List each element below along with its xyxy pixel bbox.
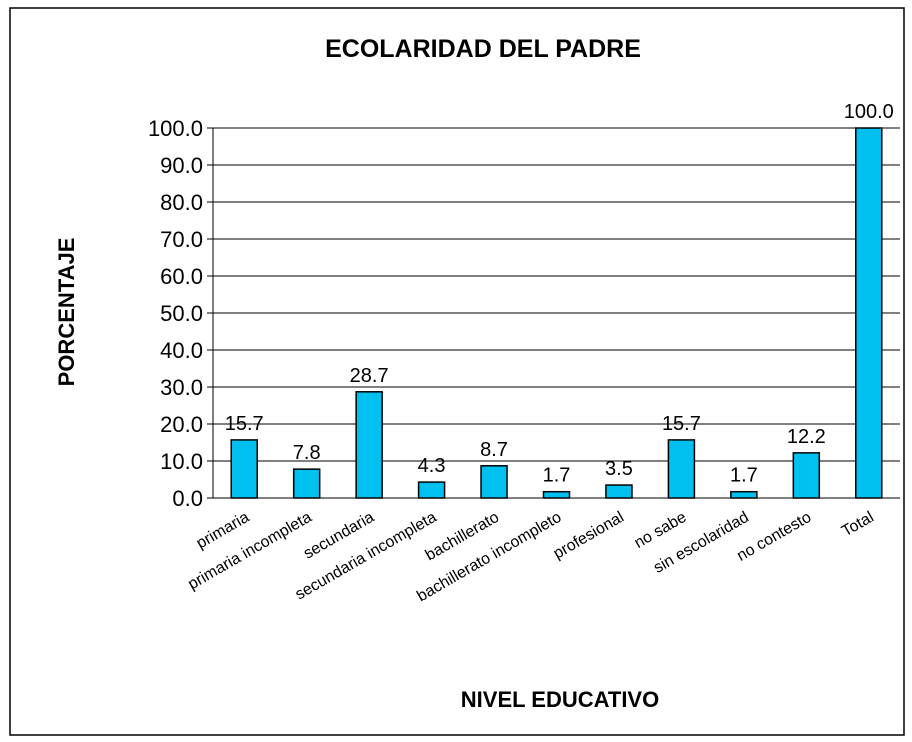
- y-tick-label: 60.0: [160, 264, 203, 289]
- y-tick-label: 20.0: [160, 412, 203, 437]
- bar: [792, 452, 821, 499]
- data-label: 7.8: [293, 442, 321, 464]
- bar: [542, 490, 571, 499]
- data-label: 28.7: [350, 365, 389, 387]
- y-tick-label: 100.0: [148, 116, 203, 141]
- data-label: 1.7: [730, 465, 758, 487]
- y-tick-label: 90.0: [160, 153, 203, 178]
- bar: [605, 484, 633, 499]
- y-axis-label: PORCENTAJE: [54, 238, 79, 387]
- data-label: 100.0: [844, 101, 894, 123]
- y-tick-label: 0.0: [172, 486, 203, 511]
- bar: [730, 490, 758, 499]
- bar: [417, 481, 446, 499]
- y-tick-label: 10.0: [160, 449, 203, 474]
- data-label: 12.2: [787, 426, 826, 448]
- chart-title: ECOLARIDAD DEL PADRE: [325, 35, 641, 63]
- bar: [480, 465, 508, 499]
- y-tick-label: 80.0: [160, 190, 203, 215]
- bar: [667, 439, 696, 499]
- data-label: 15.7: [225, 413, 264, 435]
- bar: [230, 439, 258, 499]
- data-label: 1.7: [543, 465, 571, 487]
- data-label: 4.3: [418, 455, 446, 477]
- y-tick-label: 50.0: [160, 301, 203, 326]
- bar: [292, 468, 321, 499]
- bar: [355, 391, 383, 499]
- y-tick-label: 30.0: [160, 375, 203, 400]
- data-label: 3.5: [605, 458, 633, 480]
- data-label: 15.7: [662, 413, 701, 435]
- y-tick-label: 70.0: [160, 227, 203, 252]
- chart-frame: [9, 7, 905, 736]
- x-axis-label: NIVEL EDUCATIVO: [461, 687, 659, 712]
- bar: [855, 127, 883, 499]
- y-tick-label: 40.0: [160, 338, 203, 363]
- data-label: 8.7: [480, 439, 508, 461]
